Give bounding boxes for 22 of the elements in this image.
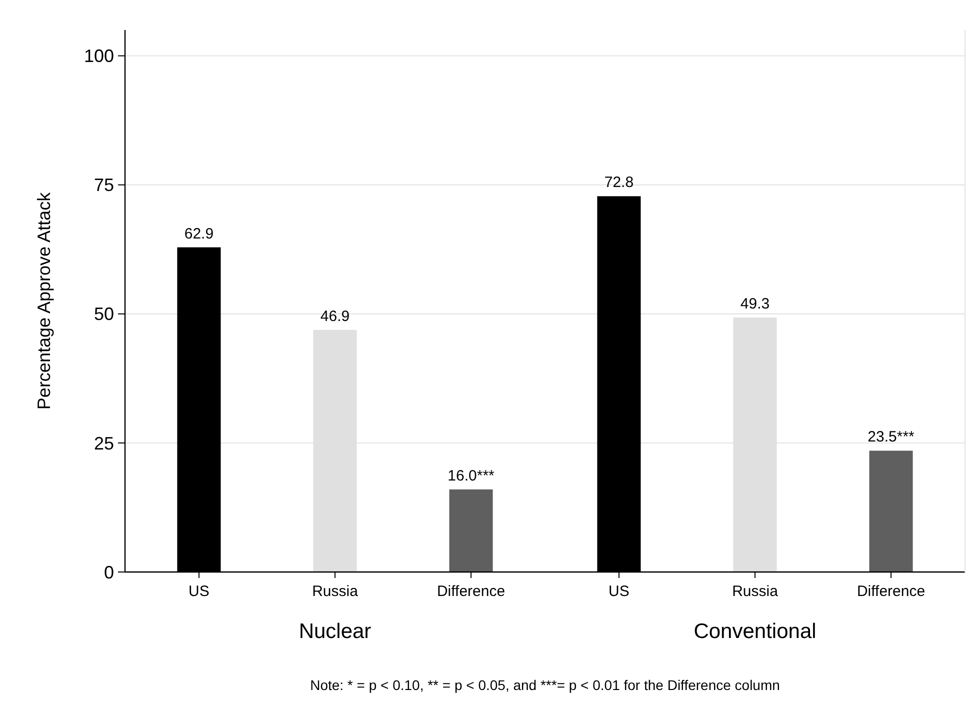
y-tick-label: 100 xyxy=(84,46,114,66)
bar xyxy=(449,489,493,572)
y-axis-title: Percentage Approve Attack xyxy=(34,191,54,410)
x-tick-label: Russia xyxy=(732,583,779,600)
text: Note: * = p < 0.10, ** = p < 0.05, and ***= p < 0.01 for the Difference column xyxy=(310,677,780,693)
y-tick-label: 75 xyxy=(94,175,114,196)
x-tick-label: US xyxy=(608,583,630,600)
x-tick-label: Russia xyxy=(312,583,359,600)
data-label: 72.8 xyxy=(604,174,634,192)
x-tick-label: Difference xyxy=(436,583,506,600)
x-axis-title: Nuclear xyxy=(298,620,372,643)
data-label: 49.3 xyxy=(740,296,770,313)
data-label: 23.5*** xyxy=(868,428,915,446)
data-label: 16.0*** xyxy=(448,467,495,484)
x-tick-label: US xyxy=(188,583,210,600)
y-tick-label: 25 xyxy=(94,433,114,454)
data-label: 62.9 xyxy=(184,225,214,242)
data-label: 46.9 xyxy=(320,308,350,325)
x-tick-label: Difference xyxy=(856,583,926,600)
x-axis-title: Conventional xyxy=(694,620,816,643)
y-tick-label: 0 xyxy=(104,562,114,582)
y-tick-label: 50 xyxy=(94,304,114,324)
